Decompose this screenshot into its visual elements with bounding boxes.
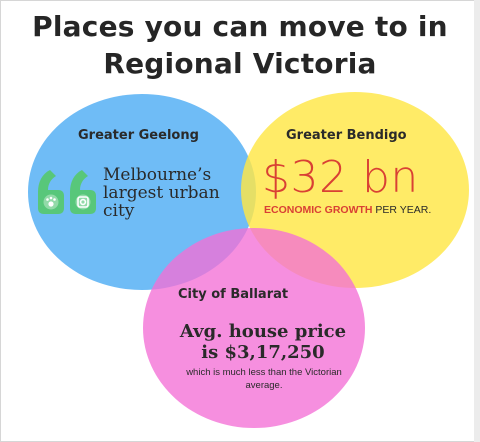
geelong-text-line: largest urban [103,183,220,203]
geelong-text-line: Melbourne’s [103,165,212,185]
geelong-label: Greater Geelong [78,128,199,143]
title-line-1: Places you can move to in [32,10,448,43]
bendigo-growth-caption: ECONOMIC GROWTH PER YEAR. [264,204,431,216]
scroll-strip [474,0,480,442]
ballarat-note: which is much less than the Victorian av… [152,366,376,392]
quote-icon [38,170,96,214]
ballarat-price-line-1: Avg. house price [179,321,347,342]
ballarat-price-line-2: is $3,17,250 [201,342,325,363]
growth-suffix: PER YEAR. [372,204,432,216]
page-title: Places you can move to in Regional Victo… [0,8,480,82]
geelong-description: Melbourne’s largest urban city [103,166,243,220]
note-line: average. [245,380,283,391]
bendigo-label: Greater Bendigo [286,128,407,143]
title-line-2: Regional Victoria [103,47,377,80]
ballarat-label: City of Ballarat [178,287,289,302]
growth-highlight: ECONOMIC GROWTH [264,204,373,216]
ballarat-circle [143,228,365,428]
geelong-text-line: city [103,201,135,221]
bendigo-growth-value: $32 bn [262,152,419,203]
note-line: which is much less than the Victorian [186,367,342,378]
